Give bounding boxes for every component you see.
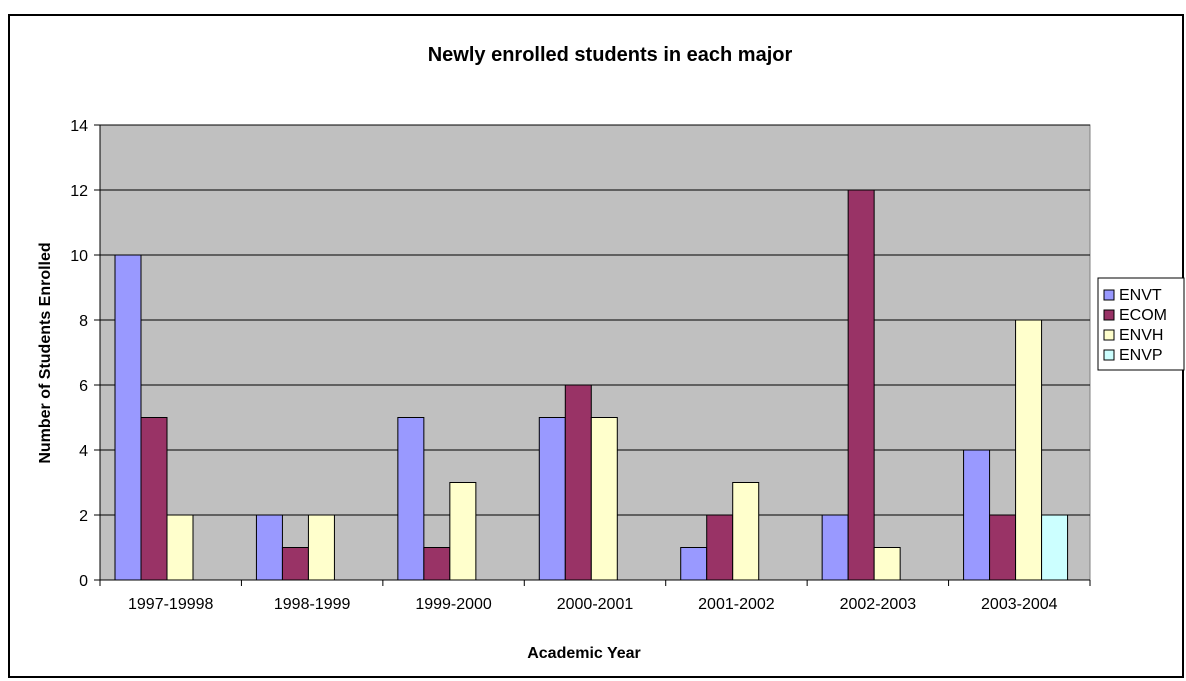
legend-swatch-envp (1103, 349, 1115, 361)
legend-swatch-envt (1103, 289, 1115, 301)
bar-envt (538, 417, 566, 581)
bar-envt (397, 417, 425, 581)
x-tick-label: 1999-2000 (415, 596, 492, 613)
bar-ecom (281, 547, 309, 581)
y-tick-label: 8 (79, 313, 88, 330)
bar-envt (680, 547, 708, 581)
y-tick-label: 2 (79, 508, 88, 525)
bar-envh (449, 482, 477, 581)
bar-ecom (564, 384, 592, 581)
x-tick-label: 2000-2001 (557, 596, 634, 613)
bar-envt (963, 449, 991, 581)
legend-swatch-envh (1103, 329, 1115, 341)
legend-swatch-ecom (1103, 309, 1115, 321)
legend-label-envp: ENVP (1119, 347, 1163, 364)
y-tick-label: 0 (79, 573, 88, 590)
x-tick-label: 2002-2003 (840, 596, 917, 613)
y-tick-label: 14 (70, 118, 88, 135)
bar-ecom (423, 547, 451, 581)
bar-envp (1041, 514, 1069, 581)
x-tick-label: 1998-1999 (274, 596, 351, 613)
bar-envh (166, 514, 194, 581)
legend-label-envh: ENVH (1119, 327, 1163, 344)
x-axis-title: Academic Year (527, 645, 641, 662)
bar-envh (873, 547, 901, 581)
x-tick-label: 2003-2004 (981, 596, 1058, 613)
bar-ecom (706, 514, 734, 581)
bar-envt (114, 254, 142, 581)
y-tick-label: 4 (79, 443, 88, 460)
bar-envh (590, 417, 618, 581)
legend-label-ecom: ECOM (1119, 307, 1167, 324)
chart-title: Newly enrolled students in each major (428, 44, 793, 66)
x-tick-label: 1997-19998 (128, 596, 214, 613)
y-tick-label: 12 (70, 183, 88, 200)
bar-ecom (847, 189, 875, 581)
bar-envt (255, 514, 283, 581)
legend: ENVT ECOM ENVH ENVP (1097, 277, 1185, 371)
y-tick-label: 10 (70, 248, 88, 265)
bar-envh (307, 514, 335, 581)
bar-envh (1015, 319, 1043, 581)
y-axis-title: Number of Students Enrolled (37, 242, 54, 463)
bar-envh (732, 482, 760, 581)
y-tick-label: 6 (79, 378, 88, 395)
x-tick-label: 2001-2002 (698, 596, 775, 613)
bar-ecom (989, 514, 1017, 581)
plot-area: 0 2 4 6 8 10 12 14 1997-19998 1998-1999 1999-2000 2… (70, 118, 1091, 613)
bar-envt (821, 514, 849, 581)
legend-label-envt: ENVT (1119, 287, 1162, 304)
bar-ecom (140, 417, 168, 581)
